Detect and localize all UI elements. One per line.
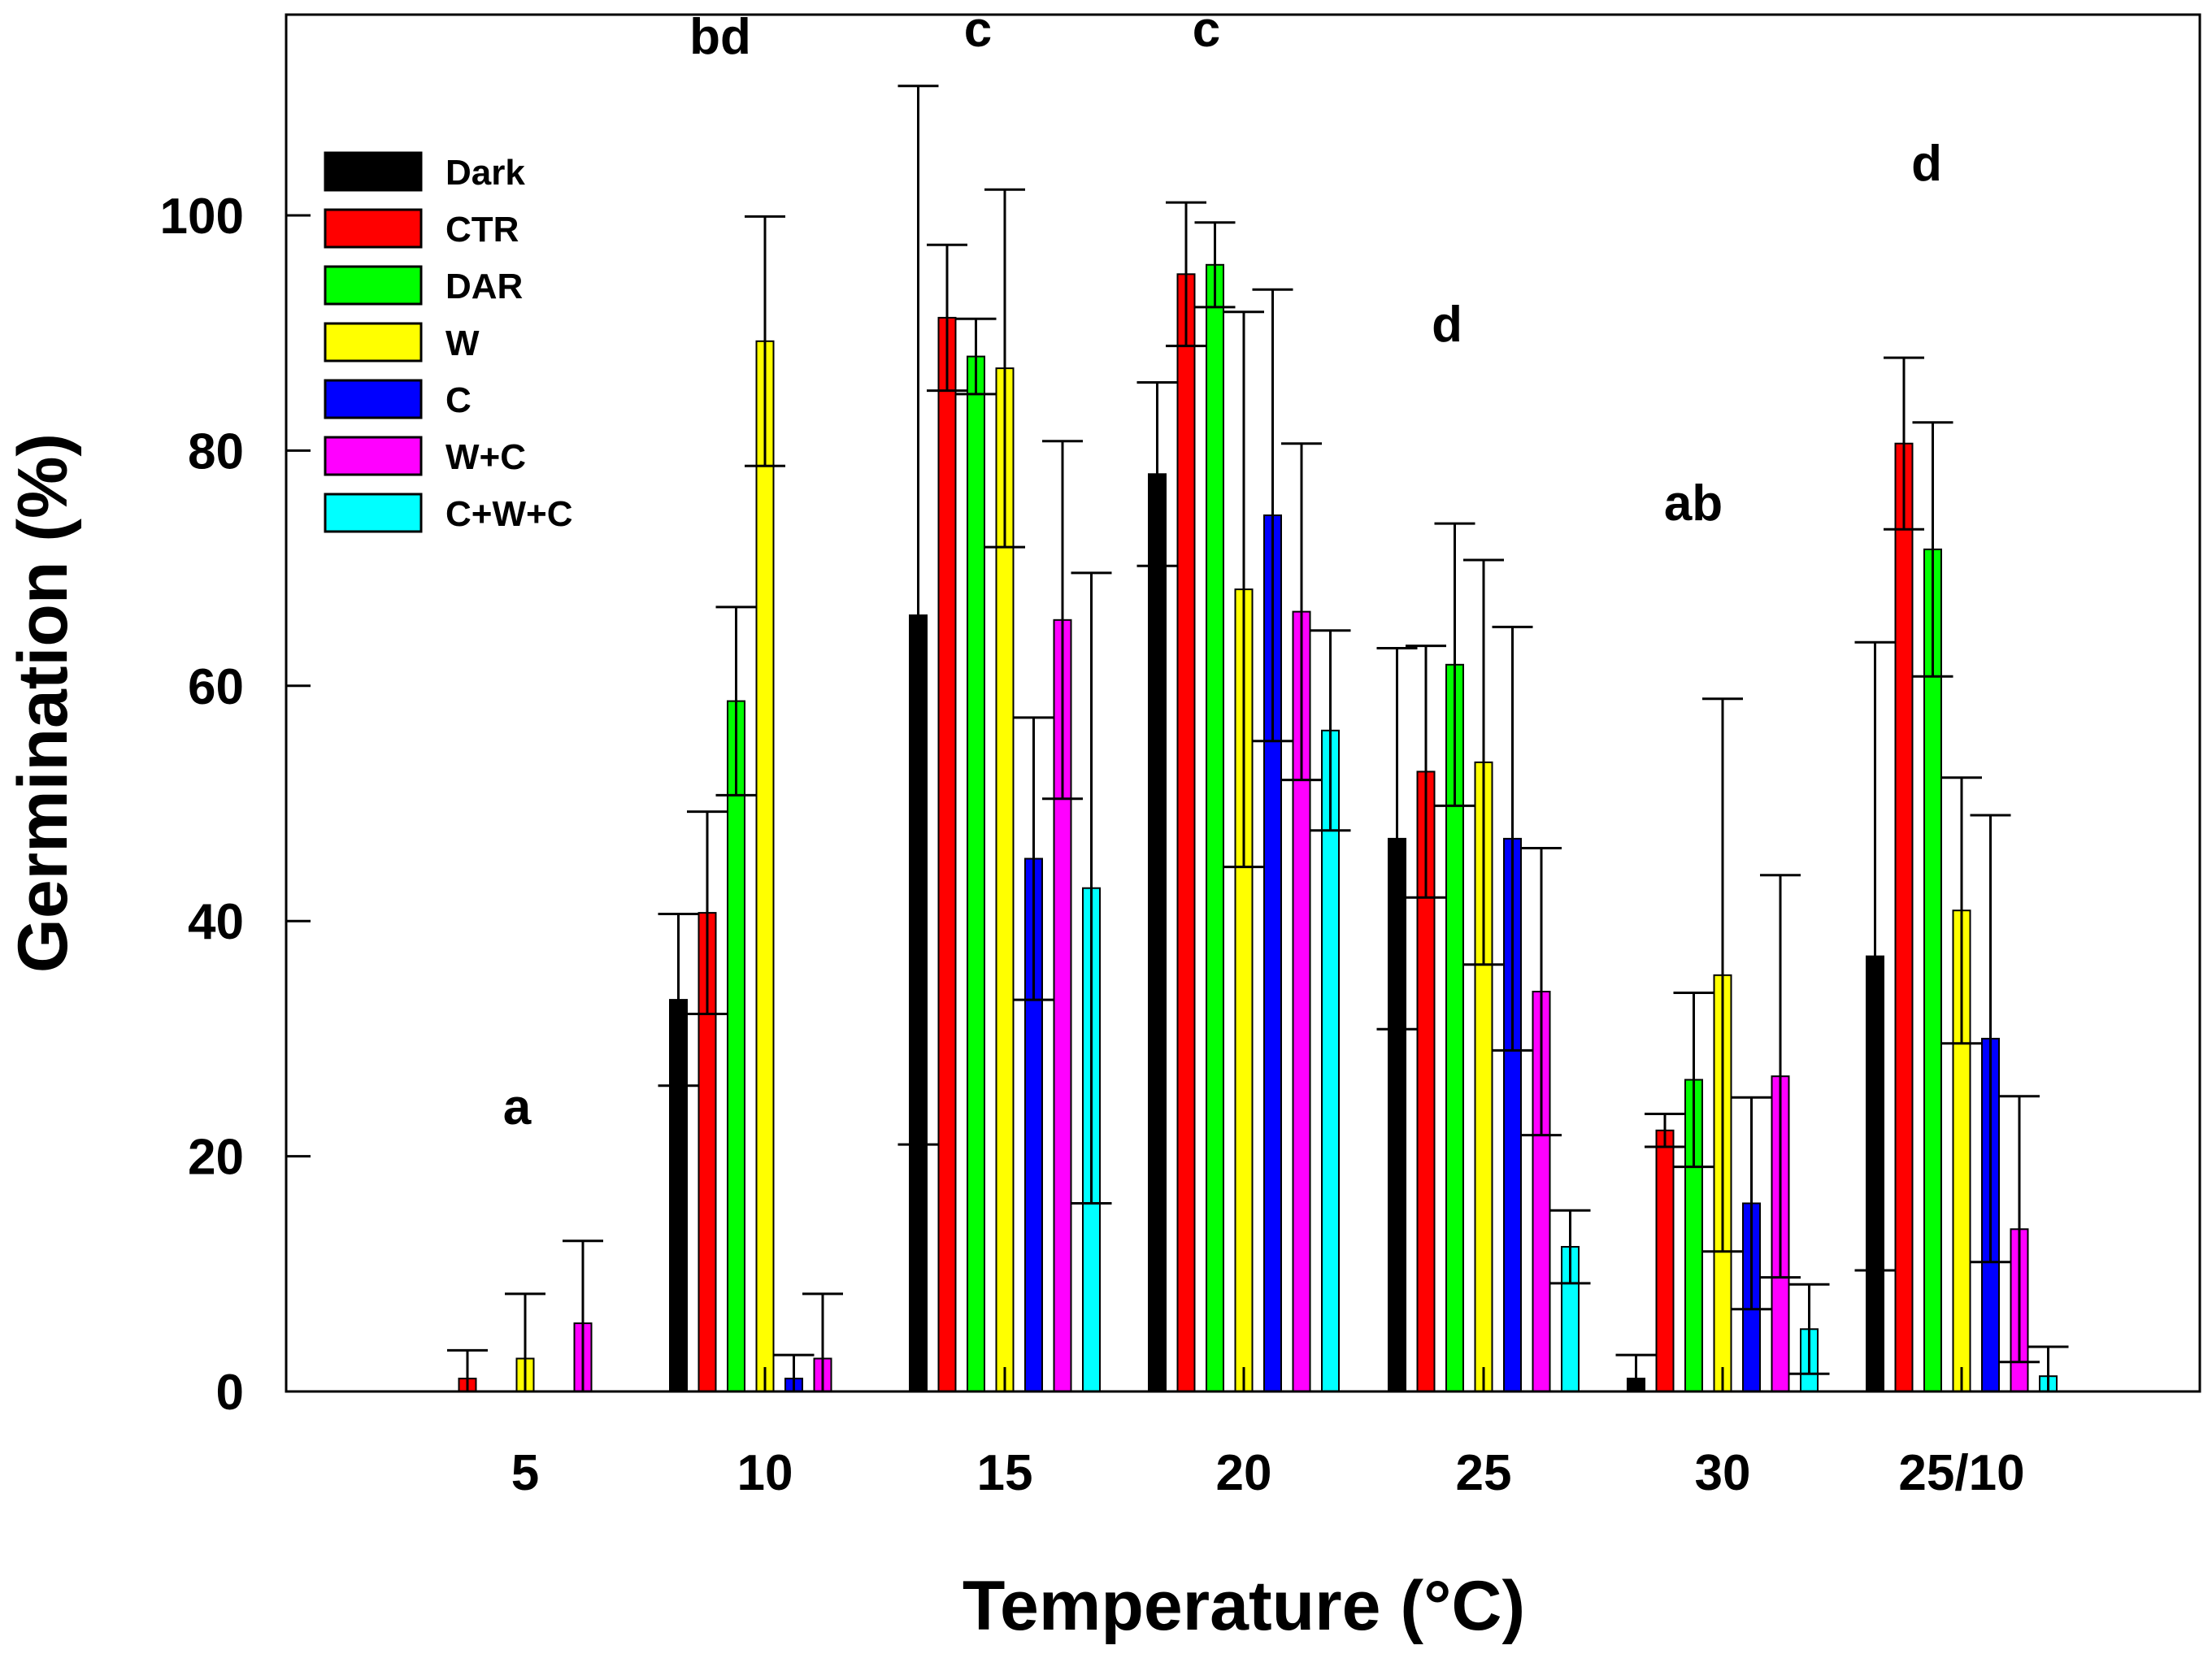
legend-swatch (324, 208, 423, 249)
x-tick-label: 30 (1695, 1445, 1751, 1501)
legend-label: DAR (445, 267, 523, 306)
legend-label: C+W+C (445, 494, 572, 534)
legend-swatch (324, 379, 423, 419)
legend-swatch (324, 322, 423, 362)
legend-swatch (324, 493, 423, 533)
group-letter: bd (689, 9, 751, 65)
x-tick-label: 15 (977, 1445, 1033, 1501)
legend-swatch (324, 265, 423, 306)
y-axis-title: Germination (%) (4, 433, 82, 973)
bar-ctr-20 (1176, 273, 1196, 1392)
x-axis-ticks: 5 10 15 20 25 30 25/10 (511, 1367, 2025, 1501)
group-letter: ab (1664, 475, 1723, 532)
group-letter: d (1911, 136, 1942, 192)
bar-w-10 (755, 340, 775, 1392)
legend: Dark CTR DAR WC W+C C+W+C (324, 151, 572, 534)
legend-label: CTR (445, 210, 519, 250)
legend-label: W+C (445, 437, 526, 477)
bar-dar-15 (967, 355, 985, 1393)
legend-swatch (324, 436, 423, 476)
y-tick-label: 0 (216, 1365, 244, 1421)
group-letter: a (503, 1079, 532, 1135)
x-tick-label: 20 (1216, 1445, 1272, 1501)
y-tick-label: 100 (160, 189, 244, 245)
x-tick-label: 5 (511, 1445, 539, 1501)
y-tick-label: 60 (188, 659, 244, 715)
bar-dar-10 (727, 700, 745, 1392)
error-bars-layer (447, 85, 2069, 1391)
bar-ctr-15 (937, 316, 957, 1392)
group-letter: c (1193, 2, 1220, 58)
y-tick-label: 40 (188, 894, 244, 950)
legend-swatch (324, 151, 423, 192)
legend-label: C (445, 380, 472, 420)
group-letter: c (964, 2, 992, 58)
bar-ctr-30 (1655, 1129, 1675, 1393)
x-tick-label: 25/10 (1898, 1445, 2024, 1501)
x-tick-label: 25 (1456, 1445, 1512, 1501)
bar-dar-20 (1206, 263, 1224, 1392)
x-tick-label: 10 (737, 1445, 793, 1501)
legend-label: Dark (445, 153, 525, 193)
bar-ctr-25-10 (1894, 442, 1914, 1393)
y-tick-label: 80 (188, 423, 244, 480)
group-letter: d (1432, 297, 1462, 353)
x-axis-title: Temperature (°C) (963, 1567, 1525, 1645)
legend-label: W (445, 323, 480, 363)
y-axis-ticks: 0 20 40 60 80 100 (160, 189, 311, 1421)
bar-dark-20 (1148, 473, 1167, 1392)
y-tick-label: 20 (188, 1130, 244, 1186)
